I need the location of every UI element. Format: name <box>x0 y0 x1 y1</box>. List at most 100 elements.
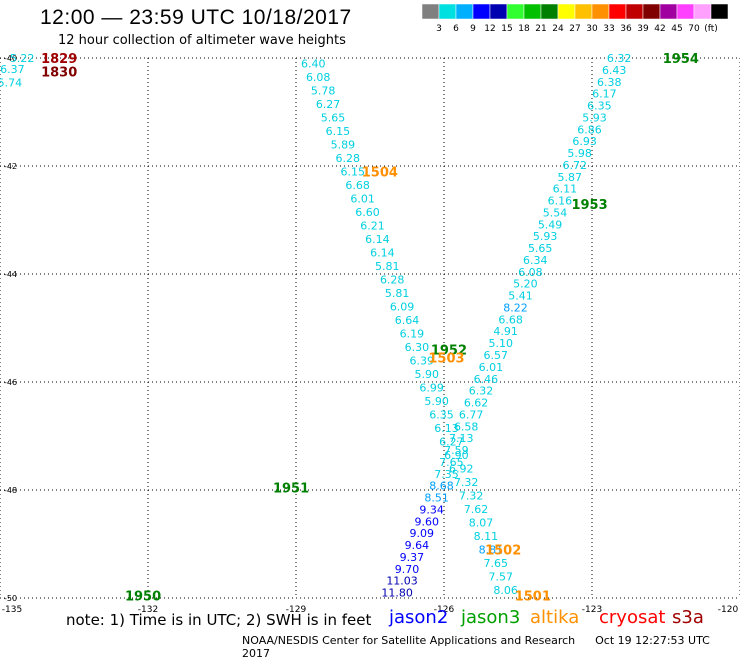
chart-title: 12:00 — 23:59 UTC 10/18/2017 <box>40 6 352 29</box>
wave-height-colorbar: 3 6 9 12 15 18 21 24 27 30 33 36 39 42 45 70 (ft) <box>422 4 729 34</box>
wave-height-point: 6.09 <box>390 300 415 313</box>
wave-height-point: 6.14 <box>370 246 395 259</box>
axis-ticks: -135 -132 -129 -126 -123 -120 -40 -42 -44 -46 -48 -… <box>2 54 739 615</box>
grid-lines <box>0 57 740 599</box>
wave-height-point: 5.81 <box>385 287 410 300</box>
wave-height-point: 9.37 <box>400 551 425 564</box>
wave-height-point: 8.68 <box>429 480 454 493</box>
legend-jason3: jason3 <box>461 607 521 628</box>
wave-height-point: 6.15 <box>340 165 365 178</box>
wave-height-point: 8.11 <box>474 530 499 543</box>
wave-height-point: 5.54 <box>543 206 568 219</box>
wave-height-point: 9.09 <box>410 527 435 540</box>
wave-height-point: 6.37 <box>0 63 25 76</box>
wave-height-point: 6.43 <box>602 64 627 77</box>
colorbar-label: 21 <box>535 24 546 34</box>
colorbar-label: 42 <box>654 24 665 34</box>
wave-height-point: 7.57 <box>488 570 513 583</box>
wave-height-point: 5.10 <box>488 337 513 350</box>
colorbar-label: 6 <box>453 24 459 34</box>
wave-height-point: 6.28 <box>380 273 405 286</box>
colorbar-label: 18 <box>518 24 530 34</box>
wave-height-point: 6.32 <box>607 52 632 65</box>
wave-height-point: 5.65 <box>321 111 346 124</box>
wave-height-point: 6.32 <box>469 385 494 398</box>
colorbar-label: 33 <box>603 24 614 34</box>
time-label: 1830 <box>41 66 77 81</box>
colorbar-label: 45 <box>671 24 682 34</box>
wave-height-point: 6.28 <box>336 152 361 165</box>
wave-height-point: 6.27 <box>439 435 464 448</box>
colorbar-label: (ft) <box>704 24 718 34</box>
time-label: 1953 <box>571 198 607 213</box>
wave-height-point: 9.34 <box>419 503 444 516</box>
x-tick-label: -126 <box>434 605 455 615</box>
wave-height-point: 6.01 <box>350 192 375 205</box>
wave-height-point: 6.08 <box>518 266 543 279</box>
data-points: 5.226.375.746.406.085.786.275.656.155.89… <box>0 52 631 600</box>
wave-height-point: 6.17 <box>592 88 617 101</box>
wave-height-point: 7.62 <box>464 503 489 516</box>
wave-height-point: 8.81 <box>479 543 504 556</box>
wave-height-point: 5.74 <box>0 76 22 89</box>
colorbar-label: 39 <box>637 24 649 34</box>
y-tick-label: -46 <box>4 378 17 387</box>
x-tick-label: -135 <box>2 605 22 615</box>
wave-height-point: 7.32 <box>459 489 484 502</box>
wave-height-point: 6.64 <box>395 314 420 327</box>
wave-height-point: 7.65 <box>439 456 464 469</box>
wave-height-point: 5.93 <box>582 111 607 124</box>
wave-height-point: 8.51 <box>424 492 449 505</box>
time-label: 1829 <box>41 52 77 67</box>
wave-height-point: 6.40 <box>301 57 326 70</box>
colorbar-label: 24 <box>552 24 564 34</box>
wave-height-point: 4.91 <box>493 325 518 338</box>
wave-height-point: 11.80 <box>381 587 413 600</box>
wave-height-point: 6.68 <box>498 313 523 326</box>
wave-height-point: 6.77 <box>459 408 484 421</box>
time-label: 1952 <box>431 344 467 359</box>
wave-height-point: 6.27 <box>316 98 341 111</box>
colorbar-label: 15 <box>501 24 512 34</box>
wave-height-point: 5.98 <box>567 147 592 160</box>
wave-height-point: 6.35 <box>587 100 612 113</box>
y-tick-label: -40 <box>4 54 17 63</box>
wave-height-point: 5.93 <box>533 230 558 243</box>
wave-height-point: 6.57 <box>484 349 509 362</box>
chart-subtitle: 12 hour collection of altimeter wave hei… <box>58 33 346 48</box>
wave-height-point: 5.90 <box>424 395 449 408</box>
footer: NOAA/NESDIS Center for Satellite Applica… <box>242 634 740 660</box>
wave-height-point: 6.15 <box>326 125 351 138</box>
wave-height-point: 6.46 <box>474 373 499 386</box>
wave-height-point: 5.87 <box>558 171 583 184</box>
wave-height-point: 6.90 <box>444 449 469 462</box>
wave-height-point: 5.89 <box>331 138 356 151</box>
wave-height-point: 5.41 <box>508 290 533 303</box>
wave-height-point: 5.65 <box>528 242 553 255</box>
colorbar-label: 9 <box>470 24 476 34</box>
time-label: 1504 <box>362 165 398 180</box>
time-label: 1951 <box>273 481 309 496</box>
wave-height-point: 6.30 <box>405 341 430 354</box>
legend-jason2: jason2 <box>389 607 449 628</box>
wave-height-point: 6.99 <box>419 381 444 394</box>
wave-height-point: 8.06 <box>493 584 518 597</box>
wave-height-point: 6.38 <box>597 76 622 89</box>
wave-height-point: 6.19 <box>400 327 425 340</box>
wave-height-point: 6.72 <box>562 159 587 172</box>
wave-height-point: 6.86 <box>577 123 602 136</box>
wave-height-point: 6.34 <box>523 254 548 267</box>
x-tick-label: -123 <box>582 605 602 615</box>
wave-height-point: 5.20 <box>513 278 538 291</box>
colorbar-label: 27 <box>569 24 580 34</box>
wave-height-point: 6.60 <box>355 206 380 219</box>
time-label: 1954 <box>663 52 699 67</box>
footer-credit: NOAA/NESDIS Center for Satellite Applica… <box>242 634 576 647</box>
wave-height-point: 5.81 <box>375 260 400 273</box>
y-tick-label: -50 <box>4 594 17 603</box>
time-label: 1503 <box>428 352 464 367</box>
colorbar-swatch <box>710 4 729 20</box>
wave-height-point: 6.35 <box>429 408 454 421</box>
legend-cryosat: cryosat <box>599 607 666 628</box>
colorbar-label: 30 <box>586 24 598 34</box>
